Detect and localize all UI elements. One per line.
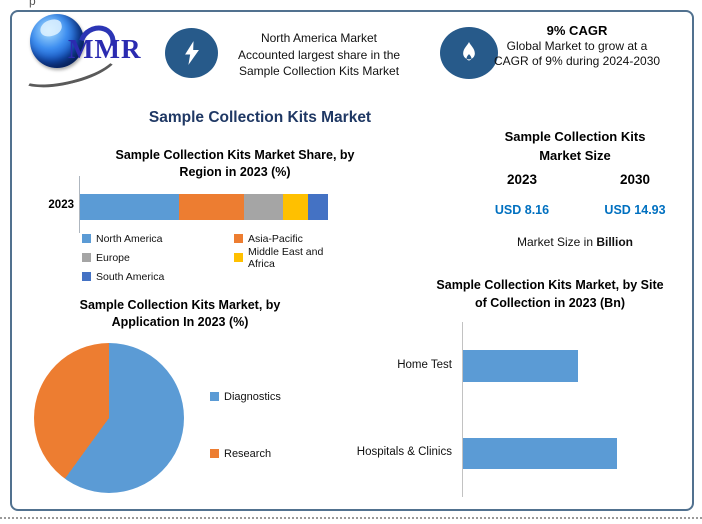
region-segment-south-america — [308, 194, 328, 220]
card-line: Sample Collection Kits Market — [238, 64, 400, 79]
market-size-note-prefix: Market Size in — [516, 235, 597, 249]
border-frame — [10, 10, 694, 511]
site-bar — [463, 438, 617, 469]
application-chart-title-line: Application In 2023 (%) — [111, 315, 249, 329]
legend-marker — [82, 234, 91, 243]
site-chart-axis — [462, 322, 463, 497]
legend-item-middle-east-and-africa: Middle East and Africa — [234, 245, 350, 270]
legend-item-europe: Europe — [82, 248, 234, 267]
legend-marker — [82, 253, 91, 262]
mmr-logo: MMR — [12, 12, 162, 97]
region-chart-title-line: Region in 2023 (%) — [179, 165, 291, 179]
legend-marker — [210, 392, 219, 401]
market-size-title: Sample Collection Kits Market Size — [468, 127, 682, 165]
cagr-title: 9% CAGR — [546, 23, 608, 38]
card-line: Accounted largest share in the — [237, 47, 401, 62]
flame-icon — [440, 27, 498, 79]
market-size-value-2030: USD 14.93 — [604, 203, 666, 217]
application-chart-title: Sample Collection Kits Market, by Applic… — [36, 297, 324, 331]
region-segment-north-america — [80, 194, 180, 220]
region-axis-tick-label: 2023 — [48, 199, 74, 211]
cagr-card: 9% CAGR Global Market to grow at a CAGR … — [484, 22, 670, 68]
bottom-dotted-line — [0, 517, 702, 519]
site-chart-title-line: of Collection in 2023 (Bn) — [474, 296, 625, 310]
legend-item-north-america: North America — [82, 229, 234, 248]
legend-item-south-america: South America — [82, 267, 234, 286]
application-legend: Diagnostics Research — [210, 387, 281, 463]
lightning-icon — [165, 28, 218, 78]
globe-icon — [30, 14, 84, 68]
legend-label: Research — [224, 447, 272, 460]
market-size-title-line: Market Size — [539, 148, 611, 163]
region-legend: North America Asia-Pacific Europe Middle Ea… — [82, 229, 350, 286]
site-chart-title: Sample Collection Kits Market, by Site o… — [414, 276, 686, 312]
region-chart-title: Sample Collection Kits Market Share, by … — [78, 147, 392, 181]
site-bar-label-hospitals-clinics: Hospitals & Clinics — [356, 446, 452, 458]
legend-label: Diagnostics — [224, 390, 281, 403]
legend-marker — [234, 234, 243, 243]
market-size-title-line: Sample Collection Kits — [504, 129, 646, 144]
market-size-note: Market Size in Billion — [468, 235, 682, 249]
legend-item-research: Research — [210, 444, 281, 463]
market-size-value-2023: USD 8.16 — [494, 203, 550, 217]
card-line: North America Market — [260, 31, 378, 45]
legend-item-diagnostics: Diagnostics — [210, 387, 281, 406]
legend-label: Asia-Pacific — [248, 232, 303, 245]
market-size-note-unit: Billion — [596, 235, 634, 249]
site-chart-title-line: Sample Collection Kits Market, by Site — [436, 278, 664, 292]
market-size-year-2023: 2023 — [506, 172, 538, 187]
north-america-card-text: North America Market Accounted largest s… — [226, 30, 412, 80]
page-title: Sample Collection Kits Market — [148, 109, 372, 126]
legend-item-asia-pacific: Asia-Pacific — [234, 229, 350, 248]
region-segment-asia-pacific — [179, 194, 244, 220]
region-chart-title-line: Sample Collection Kits Market Share, by — [115, 148, 355, 162]
region-segment-middle-east-and-africa — [283, 194, 309, 220]
legend-marker — [210, 449, 219, 458]
legend-marker — [234, 253, 243, 262]
legend-label: Europe — [96, 251, 130, 264]
legend-label: South America — [96, 270, 165, 283]
site-bar-label-home-test: Home Test — [397, 359, 452, 371]
market-size-year-2030: 2030 — [619, 172, 651, 187]
cagr-line: CAGR of 9% during 2024-2030 — [493, 53, 661, 68]
cagr-line: Global Market to grow at a — [506, 39, 648, 53]
application-chart-title-line: Sample Collection Kits Market, by — [79, 298, 281, 312]
region-stacked-bar — [80, 194, 328, 220]
region-chart-axis — [79, 176, 80, 233]
legend-label: North America — [96, 232, 163, 245]
site-bar — [463, 350, 578, 382]
logo-text: MMR — [68, 34, 142, 64]
application-pie-chart — [34, 343, 184, 493]
cropped-text-artifact: p — [29, 0, 36, 8]
legend-label: Middle East and Africa — [248, 245, 324, 270]
legend-marker — [82, 272, 91, 281]
region-segment-europe — [243, 194, 284, 220]
